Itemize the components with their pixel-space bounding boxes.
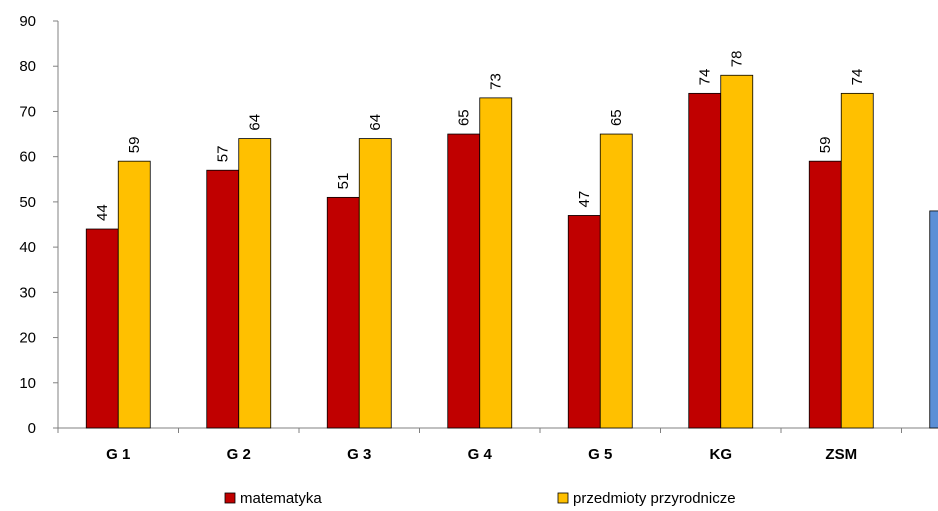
bar-series1	[206, 169, 240, 429]
bar-data-label: 64	[367, 114, 384, 131]
x-category-label: G 1	[106, 446, 130, 463]
bar-series2	[117, 160, 151, 429]
bar-data-label: 73	[488, 73, 505, 90]
legend-label: przedmioty przyrodnicze	[573, 490, 736, 507]
y-tick-label: 80	[19, 58, 36, 75]
bar-series1	[326, 196, 360, 429]
legend-swatch	[557, 492, 569, 504]
bar-series2	[720, 74, 754, 429]
bar-series2	[358, 138, 392, 429]
data-labels: 44595764516465734765747859744859	[94, 51, 938, 221]
bar-data-label: 65	[456, 109, 473, 126]
y-tick-label: 90	[19, 13, 36, 30]
y-tick-label: 30	[19, 284, 36, 301]
bar-data-label: 74	[849, 69, 866, 86]
y-tick-label: 70	[19, 103, 36, 120]
bar-data-label: 47	[576, 191, 593, 208]
bar-data-label: 57	[215, 146, 232, 163]
legend-swatch	[224, 492, 236, 504]
legend-label: matematyka	[240, 490, 322, 507]
bar-series2	[479, 97, 513, 429]
bar-series1	[447, 133, 481, 429]
bar-series2	[840, 92, 874, 429]
bar-data-label: 51	[335, 173, 352, 190]
bar-data-label: 44	[94, 204, 111, 221]
x-category-label: KG	[710, 446, 733, 463]
bar-series2	[238, 138, 272, 429]
x-category-label: G 2	[227, 446, 251, 463]
bar-series1	[808, 160, 842, 429]
y-tick-label: 10	[19, 375, 36, 392]
y-tick-label: 60	[19, 149, 36, 166]
x-category-label: ZSM	[825, 446, 857, 463]
x-category-label: G 4	[468, 446, 493, 463]
legend: matematyka przedmioty przyrodnicze	[224, 490, 736, 507]
y-tick-label: 20	[19, 330, 36, 347]
y-tick-label: 40	[19, 239, 36, 256]
bar-series1	[567, 215, 601, 429]
bar-data-label: 74	[697, 69, 714, 86]
y-tick-label: 0	[28, 420, 36, 437]
bar-series2	[599, 133, 633, 429]
bar-data-label: 64	[247, 114, 264, 131]
bar-data-label: 59	[126, 137, 143, 154]
x-category-label: G 5	[588, 446, 612, 463]
bar-data-label: 78	[729, 51, 746, 68]
bar-series1	[85, 228, 119, 429]
x-category-label: G 3	[347, 446, 371, 463]
bar-series1	[688, 92, 722, 429]
y-tick-label: 50	[19, 194, 36, 211]
bar-series1	[929, 210, 938, 429]
bars	[85, 74, 938, 429]
bar-data-label: 65	[608, 109, 625, 126]
bar-data-label: 59	[817, 137, 834, 154]
